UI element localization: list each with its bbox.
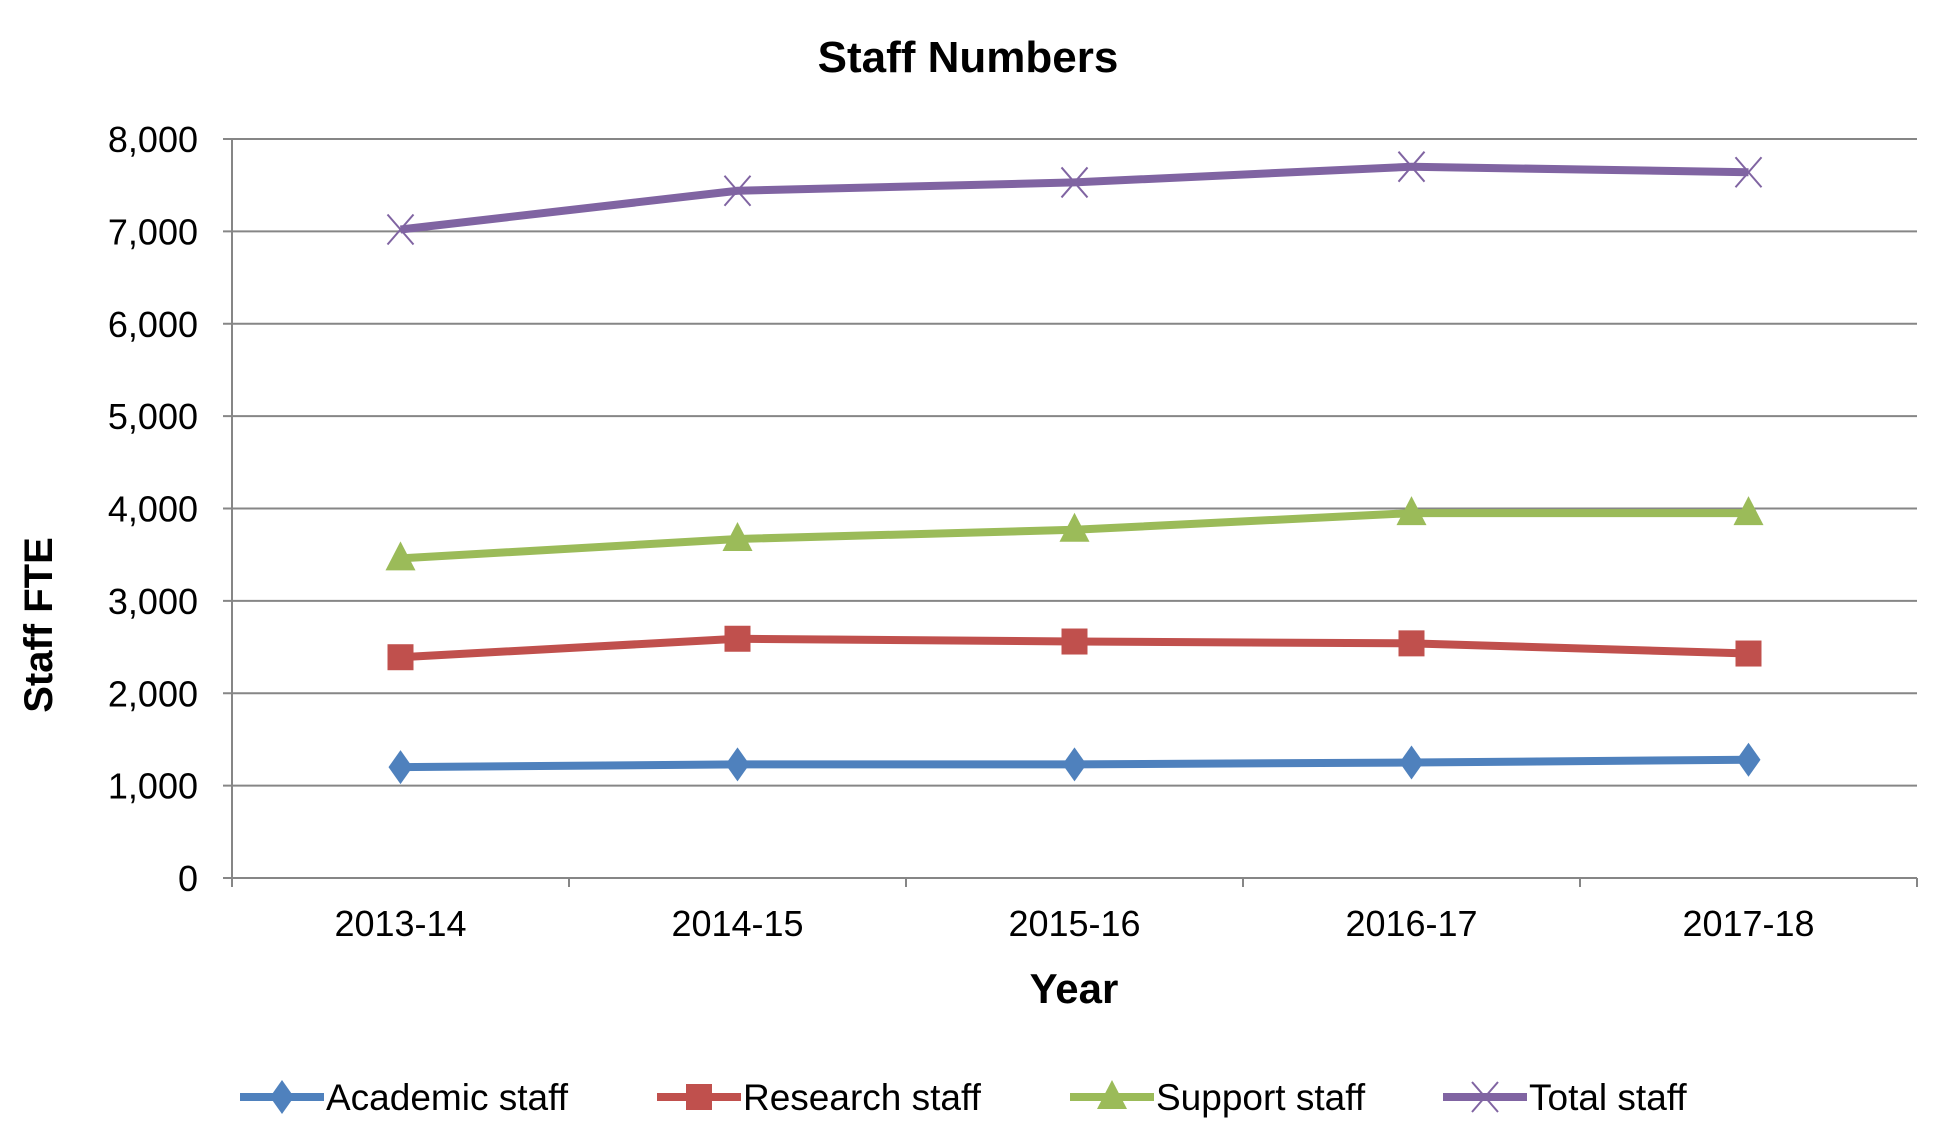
x-marker [386, 213, 415, 246]
x-tick-label: 2014-15 [671, 903, 803, 944]
triangle-marker [385, 541, 416, 571]
y-tick-label: 6,000 [108, 304, 198, 345]
x-marker-stroke [723, 175, 752, 207]
triangle-marker [1396, 496, 1427, 526]
x-marker-stroke [1060, 166, 1089, 199]
y-tick-label: 2,000 [108, 673, 198, 714]
square-marker [1735, 640, 1762, 667]
x-marker-stroke [386, 213, 415, 246]
series-support-staff [385, 496, 1764, 571]
x-marker-stroke [1397, 151, 1426, 183]
square-marker [686, 1084, 712, 1110]
y-tick-label: 5,000 [108, 396, 198, 437]
x-marker [1734, 156, 1763, 188]
x-marker-stroke [1471, 1081, 1499, 1113]
y-tick-label: 0 [178, 858, 198, 899]
chart-title: Staff Numbers [818, 33, 1119, 82]
y-tick-label: 8,000 [108, 119, 198, 160]
legend-item: Support staff [1070, 1077, 1366, 1118]
legend-item: Academic staff [240, 1077, 569, 1118]
diamond-marker [725, 747, 750, 782]
x-axis-label: Year [1030, 965, 1119, 1012]
series-total-staff [386, 151, 1763, 246]
x-tick-label: 2013-14 [334, 903, 466, 944]
y-tick-label: 4,000 [108, 489, 198, 530]
x-marker-stroke [1734, 156, 1763, 188]
legend-label: Total staff [1529, 1077, 1687, 1118]
series-line [400, 162, 1749, 234]
triangle-marker [1733, 496, 1764, 526]
y-tick-label: 7,000 [108, 211, 198, 252]
y-tick-label: 1,000 [108, 766, 198, 807]
diamond-marker [270, 1080, 294, 1114]
x-marker [1397, 151, 1426, 183]
legend-item: Total staff [1443, 1077, 1687, 1118]
diamond-marker [388, 750, 413, 785]
triangle-marker [1097, 1080, 1127, 1109]
square-marker [1061, 628, 1088, 655]
diamond-marker [1736, 742, 1761, 777]
legend-label: Support staff [1156, 1077, 1366, 1118]
series-research-staff [387, 625, 1762, 671]
legend-label: Academic staff [326, 1077, 569, 1118]
x-tick-label: 2017-18 [1682, 903, 1814, 944]
x-marker [723, 175, 752, 207]
diamond-marker [1399, 745, 1424, 780]
triangle-marker [1059, 512, 1090, 542]
y-axis-label: Staff FTE [17, 537, 61, 713]
square-marker [387, 644, 414, 671]
series-academic-staff [388, 742, 1761, 785]
x-marker [1471, 1081, 1499, 1113]
y-tick-label: 3,000 [108, 581, 198, 622]
triangle-marker [722, 521, 753, 551]
square-marker [724, 625, 751, 652]
x-tick-label: 2015-16 [1008, 903, 1140, 944]
x-marker [1060, 166, 1089, 199]
legend-item: Research staff [657, 1077, 982, 1118]
square-marker [1398, 630, 1425, 657]
x-tick-label: 2016-17 [1345, 903, 1477, 944]
diamond-marker [1062, 747, 1087, 782]
legend-label: Research staff [743, 1077, 982, 1118]
